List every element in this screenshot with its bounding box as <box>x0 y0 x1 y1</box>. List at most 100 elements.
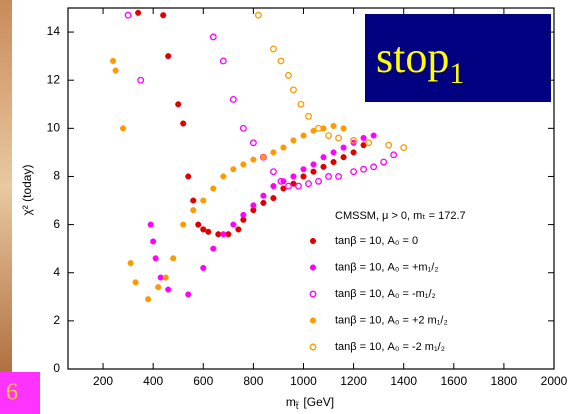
data-point <box>325 173 332 180</box>
data-point <box>175 101 182 108</box>
x-tick-label: 800 <box>243 374 263 388</box>
data-point <box>162 274 169 281</box>
data-point <box>360 165 368 173</box>
data-point <box>277 177 285 185</box>
data-point <box>320 154 327 161</box>
data-point <box>229 96 237 103</box>
x-tick-label: 1000 <box>290 374 317 388</box>
data-point <box>230 166 237 173</box>
data-point <box>230 221 237 228</box>
annotation-box <box>365 14 551 102</box>
x-tick-label: 600 <box>193 374 213 388</box>
data-point <box>270 183 277 190</box>
legend-label: tanβ = 10, A₀ = 0 <box>335 235 418 247</box>
data-point <box>280 144 287 151</box>
data-point <box>350 149 357 156</box>
x-tick-label: 1800 <box>491 374 518 388</box>
data-point <box>219 57 227 65</box>
data-point <box>165 286 172 293</box>
data-point <box>270 149 277 156</box>
legend-label: tanβ = 10, A₀ = -m₁/₂ <box>335 288 436 300</box>
data-point <box>290 137 297 144</box>
data-point <box>330 122 337 129</box>
annotation-text: stop <box>376 33 449 82</box>
background-strip <box>0 0 12 372</box>
data-point <box>110 57 117 64</box>
y-tick-label: 2 <box>53 313 60 327</box>
data-point <box>249 139 257 147</box>
data-point <box>180 120 187 127</box>
y-tick-label: 0 <box>53 361 60 375</box>
data-point <box>305 112 312 120</box>
data-point <box>315 124 322 132</box>
legend-marker <box>309 237 317 245</box>
legend-label: tanβ = 10, A₀ = -2 m₁/₂ <box>335 341 445 353</box>
data-point <box>300 132 307 139</box>
data-point <box>335 134 343 142</box>
data-point <box>145 296 152 303</box>
data-point <box>132 279 139 286</box>
data-point <box>340 154 347 161</box>
x-axis-label-unit: [GeV] <box>303 395 334 409</box>
data-point <box>220 231 227 238</box>
data-point <box>269 168 277 176</box>
data-point <box>260 192 267 199</box>
data-point <box>385 141 393 149</box>
data-point <box>340 125 347 132</box>
data-point <box>240 161 247 168</box>
data-point <box>290 86 297 94</box>
data-point <box>225 231 232 238</box>
x-tick-label: 1200 <box>340 374 367 388</box>
data-point <box>260 154 267 161</box>
legend-title: CMSSM, μ > 0, mₜ = 172.7 <box>335 210 466 222</box>
data-point <box>335 173 343 180</box>
data-point <box>190 197 197 204</box>
x-tick-label: 1600 <box>440 374 467 388</box>
data-point <box>155 284 162 291</box>
data-point <box>124 11 132 19</box>
y-tick-label: 12 <box>47 72 61 86</box>
data-point <box>340 144 347 151</box>
data-point <box>325 132 332 140</box>
annotation: stop1 <box>376 33 464 90</box>
data-point <box>310 168 317 175</box>
y-tick-label: 14 <box>47 24 61 38</box>
y-tick-label: 8 <box>53 169 60 183</box>
x-axis-label-sub: t̃ <box>295 401 300 411</box>
x-axis-label-main: m <box>286 395 296 409</box>
y-axis-label: χ² (today) <box>20 165 34 216</box>
data-point <box>250 156 257 163</box>
annotation-subscript: 1 <box>449 57 464 90</box>
data-point <box>137 76 145 84</box>
data-point <box>250 202 257 209</box>
data-point <box>185 173 192 180</box>
data-point <box>277 57 285 65</box>
data-point <box>152 255 159 262</box>
data-point <box>210 185 217 192</box>
data-point <box>240 211 247 219</box>
legend-label: tanβ = 10, A₀ = +2 m₁/₂ <box>335 314 448 326</box>
data-point <box>235 226 242 233</box>
data-point <box>170 255 177 262</box>
data-point <box>300 173 307 180</box>
x-tick-label: 400 <box>143 374 163 388</box>
y-tick-label: 6 <box>53 217 60 231</box>
data-point <box>200 197 207 204</box>
legend-marker <box>309 343 317 351</box>
data-point <box>205 228 212 235</box>
legend-marker <box>309 290 317 298</box>
data-point <box>370 163 378 171</box>
data-point <box>297 100 305 108</box>
legend-marker <box>309 317 317 324</box>
data-point <box>135 9 142 16</box>
data-point <box>380 158 388 166</box>
data-point <box>127 260 134 267</box>
data-point <box>180 221 187 228</box>
data-point <box>239 124 247 132</box>
data-point <box>360 134 367 142</box>
x-tick-label: 1400 <box>390 374 417 388</box>
page-number: 6 <box>6 380 18 406</box>
data-point <box>390 151 398 159</box>
data-point <box>160 12 167 19</box>
